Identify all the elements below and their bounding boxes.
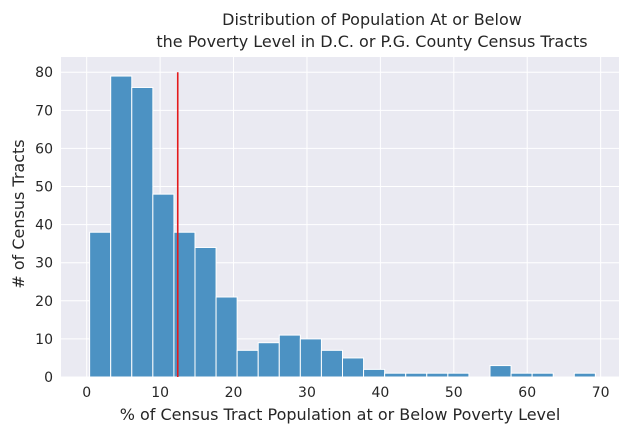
x-tick-label: 0	[82, 385, 91, 401]
histogram-bar	[257, 342, 280, 378]
chart-title-line-1: Distribution of Population At or Below	[222, 10, 522, 29]
y-tick-label: 50	[35, 180, 53, 196]
histogram-bar	[447, 372, 470, 378]
histogram-bar	[110, 75, 133, 378]
histogram-bar	[363, 368, 386, 378]
histogram-bar	[405, 372, 428, 378]
x-tick-label: 10	[151, 385, 169, 401]
histogram-bar	[510, 372, 533, 378]
histogram-bar	[89, 231, 112, 378]
x-tick-label: 30	[298, 385, 316, 401]
x-tick-label: 70	[592, 385, 610, 401]
tick-labels: 0 10 20 30 40 50 60 70 0 10 20 30 40 50 60 70 80	[35, 65, 609, 401]
y-tick-label: 80	[35, 65, 53, 81]
histogram-bar	[573, 372, 596, 378]
x-axis-label: % of Census Tract Population at or Below…	[120, 405, 561, 424]
histogram-bar	[299, 338, 322, 378]
histogram-bar	[152, 193, 175, 378]
histogram-bar	[426, 372, 449, 378]
histogram-bar	[215, 296, 238, 378]
chart-title-line-2: the Poverty Level in D.C. or P.G. County…	[156, 32, 587, 51]
histogram-bar	[320, 349, 343, 378]
x-tick-label: 40	[371, 385, 389, 401]
histogram-bar	[531, 372, 554, 378]
histogram-bar	[341, 357, 365, 378]
histogram-bar	[384, 372, 407, 378]
histogram-bar	[131, 86, 154, 378]
histogram-bars	[89, 75, 596, 378]
x-tick-label: 20	[225, 385, 243, 401]
histogram-bar	[194, 246, 217, 378]
histogram-bar	[489, 365, 512, 378]
y-axis-label: # of Census Tracts	[9, 139, 28, 288]
x-tick-label: 60	[518, 385, 536, 401]
histogram-bar	[278, 334, 301, 378]
y-tick-label: 60	[35, 141, 53, 157]
y-tick-label: 0	[44, 370, 53, 386]
y-tick-label: 70	[35, 103, 53, 119]
y-tick-label: 10	[35, 332, 53, 348]
histogram-bar	[236, 349, 259, 378]
y-tick-label: 20	[35, 294, 53, 310]
y-tick-label: 30	[35, 256, 53, 272]
y-tick-label: 40	[35, 218, 53, 234]
x-tick-label: 50	[445, 385, 463, 401]
